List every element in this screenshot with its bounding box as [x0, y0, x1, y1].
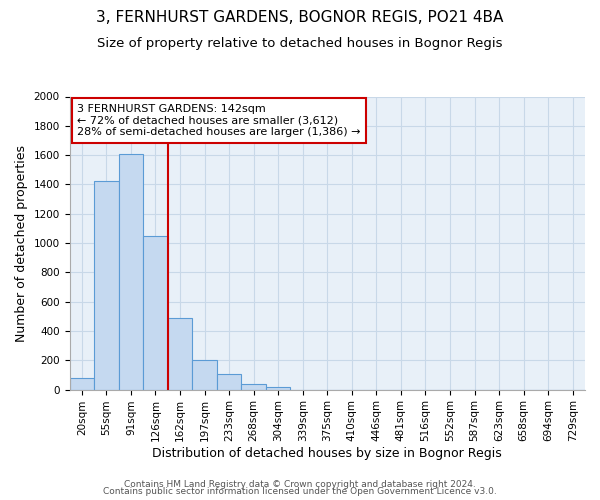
Bar: [217, 374, 241, 390]
Text: Contains HM Land Registry data © Crown copyright and database right 2024.: Contains HM Land Registry data © Crown c…: [124, 480, 476, 489]
Bar: [143, 236, 168, 390]
Bar: [168, 318, 192, 390]
Bar: [266, 386, 290, 390]
Bar: [70, 378, 94, 390]
Text: 3 FERNHURST GARDENS: 142sqm
← 72% of detached houses are smaller (3,612)
28% of : 3 FERNHURST GARDENS: 142sqm ← 72% of det…: [77, 104, 361, 137]
Bar: [94, 182, 119, 390]
Bar: [241, 384, 266, 390]
Text: Contains public sector information licensed under the Open Government Licence v3: Contains public sector information licen…: [103, 487, 497, 496]
X-axis label: Distribution of detached houses by size in Bognor Regis: Distribution of detached houses by size …: [152, 447, 502, 460]
Y-axis label: Number of detached properties: Number of detached properties: [15, 144, 28, 342]
Text: 3, FERNHURST GARDENS, BOGNOR REGIS, PO21 4BA: 3, FERNHURST GARDENS, BOGNOR REGIS, PO21…: [97, 10, 503, 25]
Text: Size of property relative to detached houses in Bognor Regis: Size of property relative to detached ho…: [97, 38, 503, 51]
Bar: [192, 360, 217, 390]
Bar: [119, 154, 143, 390]
